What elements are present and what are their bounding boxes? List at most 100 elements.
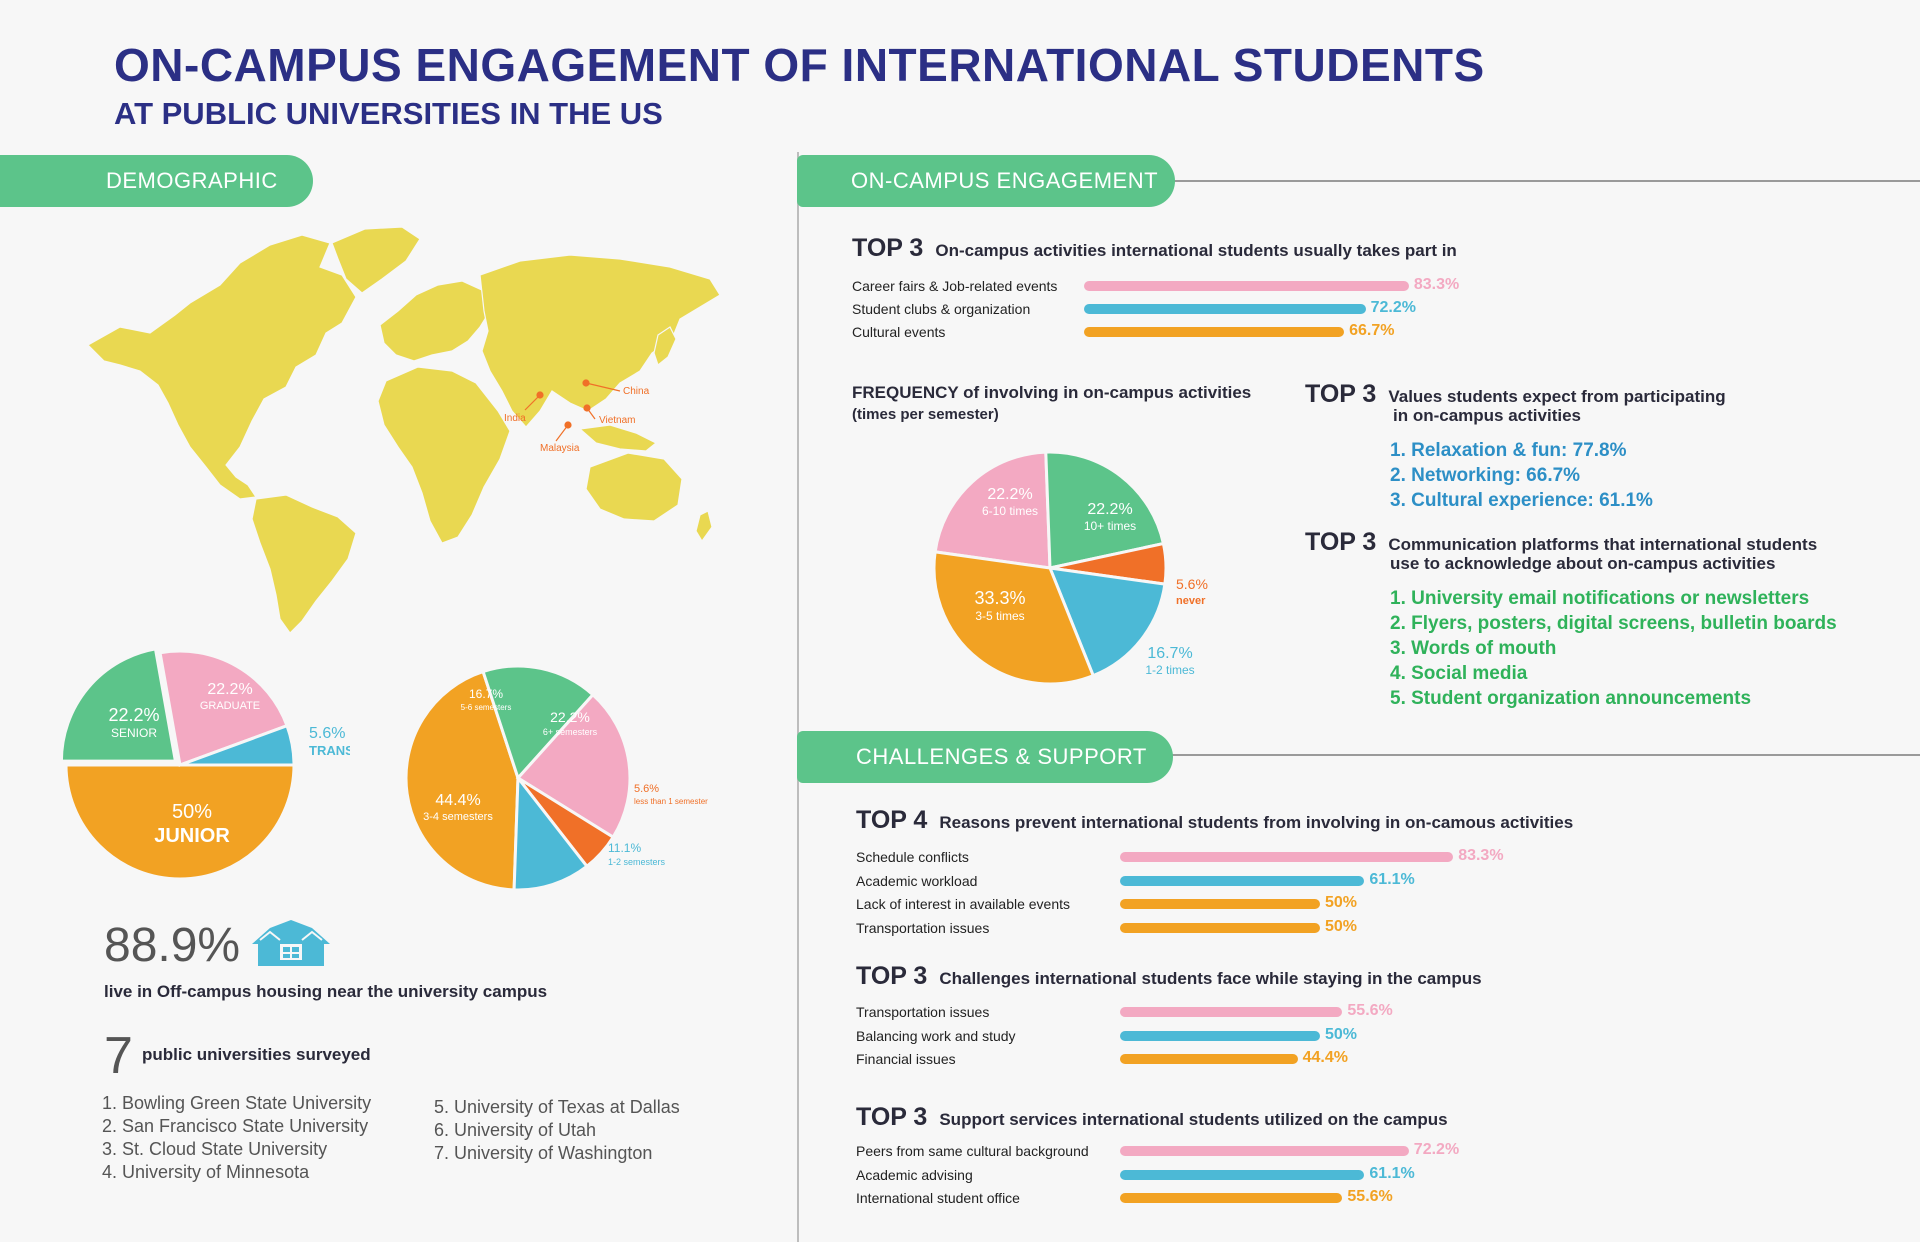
pie-value-label: 22.2% bbox=[207, 681, 252, 698]
pie-category-label: 6-10 times bbox=[982, 504, 1038, 518]
reason-bar bbox=[1120, 922, 1320, 933]
pie-value-label: 5.6% bbox=[634, 783, 659, 795]
pie-category-label: 1-2 semesters bbox=[608, 857, 666, 867]
map-greenland bbox=[331, 226, 421, 294]
pie-value-label: 16.7% bbox=[1147, 645, 1192, 662]
page-subtitle: AT PUBLIC UNIVERSITIES IN THE US bbox=[114, 96, 663, 131]
list-item: 5. University of Texas at Dallas bbox=[434, 1097, 680, 1117]
values-heading: TOP 3 Values students expect from partici… bbox=[1305, 380, 1726, 408]
pie-category-label: 3-5 times bbox=[975, 609, 1024, 623]
platforms-heading: TOP 3 Communication platforms that intern… bbox=[1305, 528, 1818, 556]
pie-value-label: 11.1% bbox=[608, 841, 641, 855]
stay-challenge-bar bbox=[1120, 1007, 1343, 1017]
support-service-row: International student office 55.6% bbox=[856, 1188, 1656, 1210]
pie-category-label: SENIOR bbox=[111, 726, 157, 740]
activity-label: Career fairs & Job-related events bbox=[852, 278, 1058, 294]
stay-challenge-row: Balancing work and study 50% bbox=[856, 1026, 1656, 1048]
reason-bar bbox=[1120, 899, 1320, 909]
pie-value-label: 5.6% bbox=[1176, 576, 1208, 592]
section-tab-demographic: DEMOGRAPHIC bbox=[0, 155, 313, 207]
pie-slice-5-6-semesters bbox=[481, 664, 596, 781]
reason-value: 61.1% bbox=[1369, 870, 1415, 888]
map-europe bbox=[379, 280, 491, 362]
reason-label: Schedule conflicts bbox=[856, 849, 969, 865]
platforms-list: 1. University email notifications or new… bbox=[1390, 586, 1837, 711]
pie-value-label: 33.3% bbox=[974, 588, 1025, 608]
support-service-row: Peers from same cultural background 72.2% bbox=[856, 1141, 1656, 1163]
list-item: 2. San Francisco State University bbox=[102, 1116, 369, 1136]
activity-label: Student clubs & organization bbox=[852, 301, 1031, 317]
activity-row: Student clubs & organization 72.2% bbox=[852, 299, 1552, 321]
map-label-vietnam: Vietnam bbox=[599, 415, 636, 426]
section-tab-challenges: CHALLENGES & SUPPORT bbox=[797, 731, 1173, 783]
pie-chart-semesters: 44.4% 3-4 semesters 16.7% 5-6 semesters 22.2… bbox=[404, 664, 708, 892]
stay-challenge-value: 55.6% bbox=[1347, 1002, 1393, 1019]
activity-row: Career fairs & Job-related events 83.3% bbox=[852, 276, 1552, 298]
housing-text: live in Off-campus housing near the univ… bbox=[104, 982, 548, 1001]
pie-value-label: 16.7% bbox=[469, 687, 503, 701]
support-heading: TOP 3 Support services international stud… bbox=[856, 1103, 1448, 1131]
stay-challenge-label: Balancing work and study bbox=[856, 1027, 1016, 1044]
map-north-america bbox=[87, 234, 357, 500]
engagement-divider bbox=[1160, 180, 1920, 182]
universities-text: public universities surveyed bbox=[142, 1045, 371, 1064]
reason-label: Academic workload bbox=[856, 872, 978, 889]
pie-category-label: GRADUATE bbox=[200, 700, 260, 712]
support-service-label: Academic advising bbox=[856, 1166, 973, 1183]
activities-heading: TOP 3 On-campus activities international … bbox=[852, 234, 1457, 262]
university-list-col1: 1. Bowling Green State University 2. San… bbox=[102, 1092, 371, 1184]
universities-count: 7 bbox=[104, 1027, 133, 1085]
stay-challenge-row: Financial issues 44.4% bbox=[856, 1049, 1656, 1071]
reason-bar bbox=[1120, 852, 1454, 862]
support-service-bar bbox=[1120, 1169, 1365, 1180]
pie-slice-1-2-semesters bbox=[512, 773, 589, 892]
house-icon bbox=[252, 920, 330, 966]
pie-category-label: TRANSFER bbox=[309, 743, 350, 758]
values-list: 1. Relaxation & fun: 77.8% 2. Networking… bbox=[1390, 438, 1653, 513]
support-service-value: 61.1% bbox=[1369, 1164, 1415, 1182]
activity-bar bbox=[1084, 327, 1345, 337]
reason-row: Schedule conflicts 83.3% bbox=[856, 847, 1656, 869]
pie-value-label: 44.4% bbox=[435, 792, 480, 809]
activity-label: Cultural events bbox=[852, 324, 946, 340]
list-item: 3. Words of mouth bbox=[1390, 638, 1557, 659]
pie-chart-frequency: 22.2%6-10 times 22.2%10+ times5.6%never16… bbox=[932, 450, 1208, 686]
activity-value: 66.7% bbox=[1349, 322, 1395, 339]
list-item: 2. Networking: 66.7% bbox=[1390, 465, 1581, 486]
reason-row: Lack of interest in available events 50% bbox=[856, 894, 1656, 916]
pie-slice-senior bbox=[60, 647, 178, 763]
map-japan bbox=[653, 326, 677, 367]
page-title: ON-CAMPUS ENGAGEMENT OF INTERNATIONAL ST… bbox=[114, 39, 1485, 91]
activity-bar bbox=[1084, 304, 1366, 314]
pie-category-label: never bbox=[1176, 595, 1206, 607]
map-new-zealand bbox=[695, 510, 713, 543]
reason-label: Transportation issues bbox=[856, 919, 990, 936]
reason-value: 50% bbox=[1325, 894, 1358, 911]
pie-slice-10-times bbox=[1044, 450, 1166, 570]
list-item: 2. Flyers, posters, digital screens, bul… bbox=[1390, 613, 1837, 634]
housing-percentage: 88.9% bbox=[104, 919, 241, 972]
stay-challenges-bar-chart: Transportation issues 55.6% Balancing work… bbox=[856, 1002, 1656, 1072]
pie-value-label: 22.2% bbox=[550, 709, 590, 725]
pie-value-label: 22.2% bbox=[987, 486, 1032, 503]
activity-bar bbox=[1084, 281, 1409, 291]
stay-challenges-heading: TOP 3 Challenges international students f… bbox=[856, 962, 1482, 990]
list-item: 7. University of Washington bbox=[434, 1143, 653, 1163]
values-heading-line2: in on-campus activities bbox=[1393, 406, 1581, 425]
list-item: 3. St. Cloud State University bbox=[102, 1139, 328, 1159]
support-bar-chart: Peers from same cultural background 72.2%… bbox=[856, 1141, 1656, 1211]
list-item: 4. Social media bbox=[1390, 663, 1528, 684]
pie-category-label: 5-6 semesters bbox=[461, 703, 512, 712]
map-se-asia bbox=[578, 424, 658, 452]
pie-category-label: 6+ semesters bbox=[543, 727, 598, 737]
pie-slice-transfer bbox=[179, 723, 296, 767]
pie-slice-6-10-times bbox=[933, 450, 1052, 570]
pie-category-label: 10+ times bbox=[1084, 519, 1136, 533]
activities-bar-chart: Career fairs & Job-related events 83.3% St… bbox=[852, 276, 1552, 346]
pie-slice-3-5-times bbox=[932, 550, 1096, 686]
reason-row: Academic workload 61.1% bbox=[856, 871, 1656, 893]
reason-row: Transportation issues 50% bbox=[856, 918, 1656, 940]
pie-slice-6-semesters bbox=[515, 692, 632, 840]
reason-label: Lack of interest in available events bbox=[856, 896, 1071, 912]
support-service-bar bbox=[1120, 1146, 1409, 1156]
